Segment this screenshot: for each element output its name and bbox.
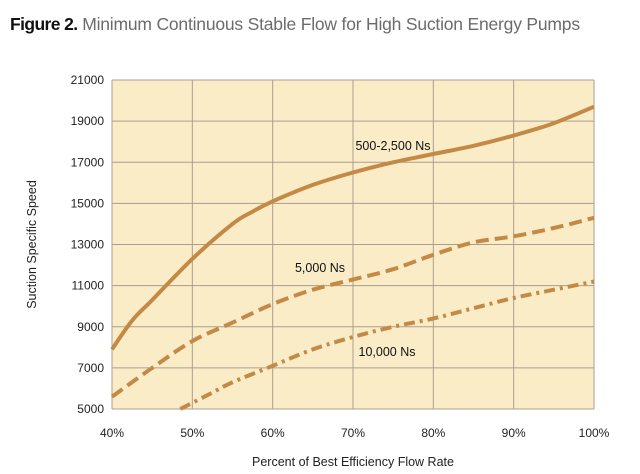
series-group [110, 104, 595, 411]
series-line-5-000-ns [110, 215, 595, 399]
figure-label: Figure 2. [10, 14, 78, 34]
x-tick-label: 60% [261, 426, 285, 440]
y-tick-label: 15000 [71, 196, 105, 210]
x-tick-label: 100% [579, 426, 610, 440]
x-tick-label: 90% [502, 426, 526, 440]
y-tick-label: 7000 [77, 361, 104, 375]
series-annotation: 10,000 Ns [359, 345, 416, 359]
y-tick-label: 9000 [77, 320, 104, 334]
x-tick-label: 80% [421, 426, 445, 440]
y-tick-label: 19000 [71, 114, 105, 128]
series-line-500-2-500-ns [110, 104, 595, 351]
series-annotation: 500-2,500 Ns [355, 139, 430, 153]
series-line-10-000-ns [179, 279, 595, 411]
x-tick-label: 40% [100, 426, 124, 440]
series-annotation: 5,000 Ns [295, 261, 345, 275]
y-tick-label: 5000 [77, 402, 104, 416]
grid [111, 79, 595, 410]
y-tick-label: 13000 [71, 238, 105, 252]
y-axis-ticks: 5000 7000 9000 11000 13000 15000 17000 19000 210… [71, 73, 105, 416]
y-axis-label: Suction Specific Speed [25, 180, 39, 309]
x-axis-label: Percent of Best Efficiency Flow Rate [252, 455, 454, 469]
y-tick-label: 11000 [72, 279, 105, 293]
y-tick-label: 21000 [71, 73, 105, 87]
figure-title-text: Minimum Continuous Stable Flow for High … [82, 14, 580, 34]
y-tick-label: 17000 [71, 155, 105, 169]
x-tick-label: 50% [180, 426, 204, 440]
annotations: 500-2,500 Ns 5,000 Ns 10,000 Ns [295, 139, 431, 359]
x-tick-label: 70% [341, 426, 365, 440]
figure-title: Figure 2. Minimum Continuous Stable Flow… [10, 14, 580, 35]
x-axis-ticks: 40% 50% 60% 70% 80% 90% 100% [100, 426, 610, 440]
